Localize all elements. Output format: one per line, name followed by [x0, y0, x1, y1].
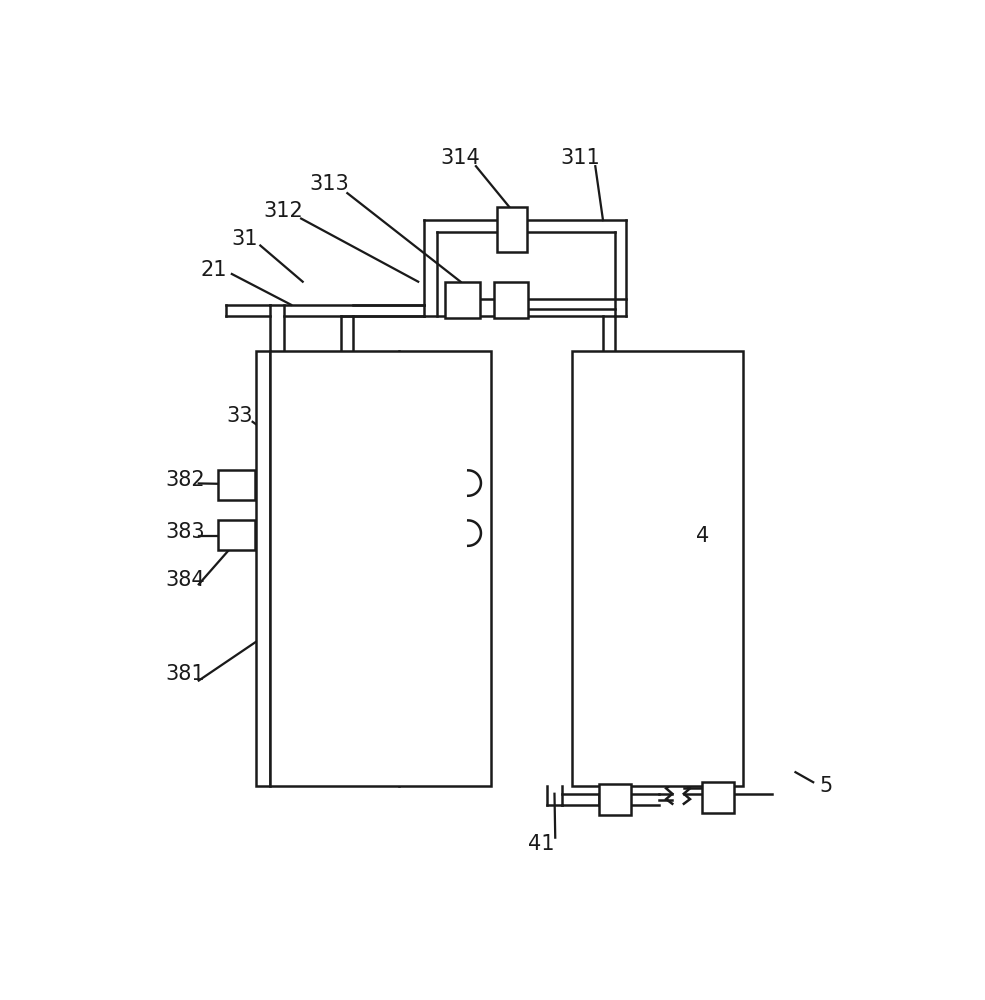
- Text: 33: 33: [227, 406, 253, 426]
- Bar: [218, 470, 255, 500]
- Text: 5: 5: [820, 776, 833, 796]
- Bar: [493, 282, 528, 318]
- Text: 31: 31: [231, 229, 258, 249]
- Bar: [701, 782, 734, 813]
- Bar: [497, 207, 527, 252]
- Text: 382: 382: [165, 470, 206, 490]
- Text: 4: 4: [696, 526, 710, 546]
- Bar: [572, 351, 743, 786]
- Text: 311: 311: [560, 148, 600, 168]
- Text: 312: 312: [264, 201, 303, 221]
- Bar: [270, 351, 492, 786]
- Text: 314: 314: [440, 148, 481, 168]
- Text: 383: 383: [165, 522, 206, 542]
- Bar: [256, 351, 270, 786]
- Text: 21: 21: [201, 260, 228, 280]
- Text: 41: 41: [528, 834, 555, 854]
- Bar: [599, 784, 631, 815]
- Text: 384: 384: [165, 570, 206, 590]
- Bar: [445, 282, 480, 318]
- Text: 313: 313: [309, 174, 350, 194]
- Bar: [218, 520, 255, 550]
- Text: 381: 381: [165, 664, 206, 684]
